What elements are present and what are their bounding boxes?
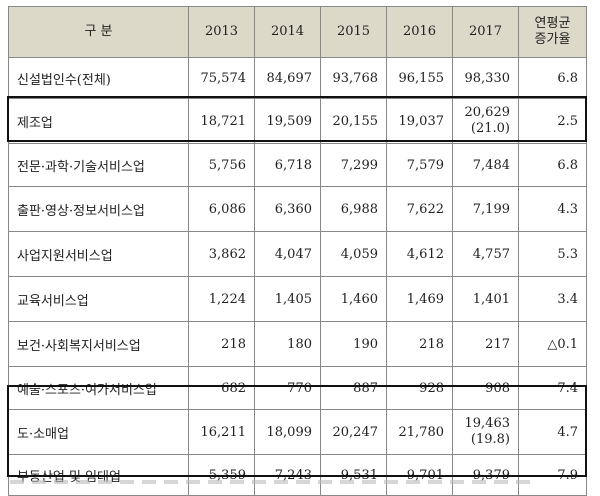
cell-value: 7,622: [386, 186, 453, 232]
cell-value: 6,988: [320, 186, 387, 232]
row-label: 신설법인수(전체): [8, 57, 189, 99]
cell-growth: 2.5: [518, 98, 587, 144]
row-label: 예술·스포츠·여가서비스업: [8, 366, 189, 410]
cell-growth: 7.9: [518, 454, 587, 496]
row-label: 제조업: [8, 98, 189, 144]
cell-value: 20,629: [464, 105, 511, 120]
cell-value: 9,531: [320, 454, 387, 496]
cell-value: 1,460: [320, 276, 387, 322]
cell-value: 16,211: [188, 409, 255, 455]
cell-value: 19,037: [386, 98, 453, 144]
row-label: 도·소매업: [8, 409, 189, 455]
cell-value: 6,718: [254, 143, 321, 187]
table-row: 신설법인수(전체) 75,574 84,697 93,768 96,155 98…: [8, 57, 587, 99]
cell-value: 93,768: [320, 57, 387, 99]
cell-growth: △0.1: [518, 321, 587, 367]
cell-value: 18,721: [188, 98, 255, 144]
header-growth-line1: 연평균: [534, 16, 571, 31]
cell-value: 1,401: [452, 276, 519, 322]
table-row: 부동산업 및 임대업 5,359 7,243 9,531 9,701 9,379…: [8, 454, 587, 496]
table-row: 사업지원서비스업 3,862 4,047 4,059 4,612 4,757 5…: [8, 231, 587, 277]
cell-value: 770: [254, 366, 321, 410]
cell-value: 18,099: [254, 409, 321, 455]
cell-value: 908: [452, 366, 519, 410]
cell-value: 7,199: [452, 186, 519, 232]
cell-value: 4,047: [254, 231, 321, 277]
cell-value: 1,405: [254, 276, 321, 322]
cell-value-with-share: 20,629 (21.0): [452, 98, 519, 144]
cell-share: (19.8): [470, 432, 510, 447]
header-category: 구 분: [8, 6, 189, 58]
cell-value: 84,697: [254, 57, 321, 99]
cell-value: 887: [320, 366, 387, 410]
cell-value: 6,360: [254, 186, 321, 232]
table-row: 교육서비스업 1,224 1,405 1,460 1,469 1,401 3.4: [8, 276, 587, 322]
cell-value: 9,379: [452, 454, 519, 496]
cell-growth: 4.7: [518, 409, 587, 455]
cell-value: 3,862: [188, 231, 255, 277]
cell-value: 190: [320, 321, 387, 367]
row-label: 전문·과학·기술서비스업: [8, 143, 189, 187]
cell-value: 7,484: [452, 143, 519, 187]
cell-value: 19,463: [464, 416, 511, 431]
cell-value: 682: [188, 366, 255, 410]
table-row: 전문·과학·기술서비스업 5,756 6,718 7,299 7,579 7,4…: [8, 143, 587, 187]
cell-value: 7,243: [254, 454, 321, 496]
table-row: 보건·사회복지서비스업 218 180 190 218 217 △0.1: [8, 321, 587, 367]
row-label: 교육서비스업: [8, 276, 189, 322]
header-year: 2015: [320, 6, 387, 58]
header-year: 2013: [188, 6, 255, 58]
row-label: 부동산업 및 임대업: [8, 454, 189, 496]
row-label: 사업지원서비스업: [8, 231, 189, 277]
cell-value: 9,701: [386, 454, 453, 496]
table-row: 제조업 18,721 19,509 20,155 19,037 20,629 (…: [8, 98, 587, 144]
cell-value: 7,299: [320, 143, 387, 187]
cell-value: 6,086: [188, 186, 255, 232]
footer-divider: [10, 480, 530, 484]
header-growth-line2: 증가율: [534, 32, 571, 47]
cell-value: 5,756: [188, 143, 255, 187]
cell-growth: 6.8: [518, 143, 587, 187]
cell-value: 20,247: [320, 409, 387, 455]
cell-value: 20,155: [320, 98, 387, 144]
cell-value: 21,780: [386, 409, 453, 455]
cell-growth: 6.8: [518, 57, 587, 99]
cell-value: 218: [188, 321, 255, 367]
cell-value: 1,224: [188, 276, 255, 322]
cell-value: 96,155: [386, 57, 453, 99]
new-corporations-table: 구 분 2013 2014 2015 2016 2017 연평균 증가율 신설법…: [8, 6, 587, 496]
row-label: 보건·사회복지서비스업: [8, 321, 189, 367]
cell-value: 217: [452, 321, 519, 367]
cell-share: (21.0): [470, 121, 510, 136]
row-label: 출판·영상·정보서비스업: [8, 186, 189, 232]
cell-growth: 7.4: [518, 366, 587, 410]
table-row: 출판·영상·정보서비스업 6,086 6,360 6,988 7,622 7,1…: [8, 186, 587, 232]
cell-value: 5,359: [188, 454, 255, 496]
cell-value: 75,574: [188, 57, 255, 99]
cell-value-with-share: 19,463 (19.8): [452, 409, 519, 455]
cell-growth: 3.4: [518, 276, 587, 322]
cell-value: 180: [254, 321, 321, 367]
header-year: 2016: [386, 6, 453, 58]
cell-value: 4,612: [386, 231, 453, 277]
cell-growth: 5.3: [518, 231, 587, 277]
header-row: 구 분 2013 2014 2015 2016 2017 연평균 증가율: [8, 6, 587, 58]
cell-value: 19,509: [254, 98, 321, 144]
table-row: 도·소매업 16,211 18,099 20,247 21,780 19,463…: [8, 409, 587, 455]
cell-value: 4,059: [320, 231, 387, 277]
cell-growth: 4.3: [518, 186, 587, 232]
cell-value: 1,469: [386, 276, 453, 322]
cell-value: 7,579: [386, 143, 453, 187]
cell-value: 928: [386, 366, 453, 410]
cell-value: 4,757: [452, 231, 519, 277]
header-year: 2017: [452, 6, 519, 58]
cell-value: 218: [386, 321, 453, 367]
cell-value: 98,330: [452, 57, 519, 99]
header-year: 2014: [254, 6, 321, 58]
table-row: 예술·스포츠·여가서비스업 682 770 887 928 908 7.4: [8, 366, 587, 410]
header-growth-rate: 연평균 증가율: [518, 6, 587, 58]
